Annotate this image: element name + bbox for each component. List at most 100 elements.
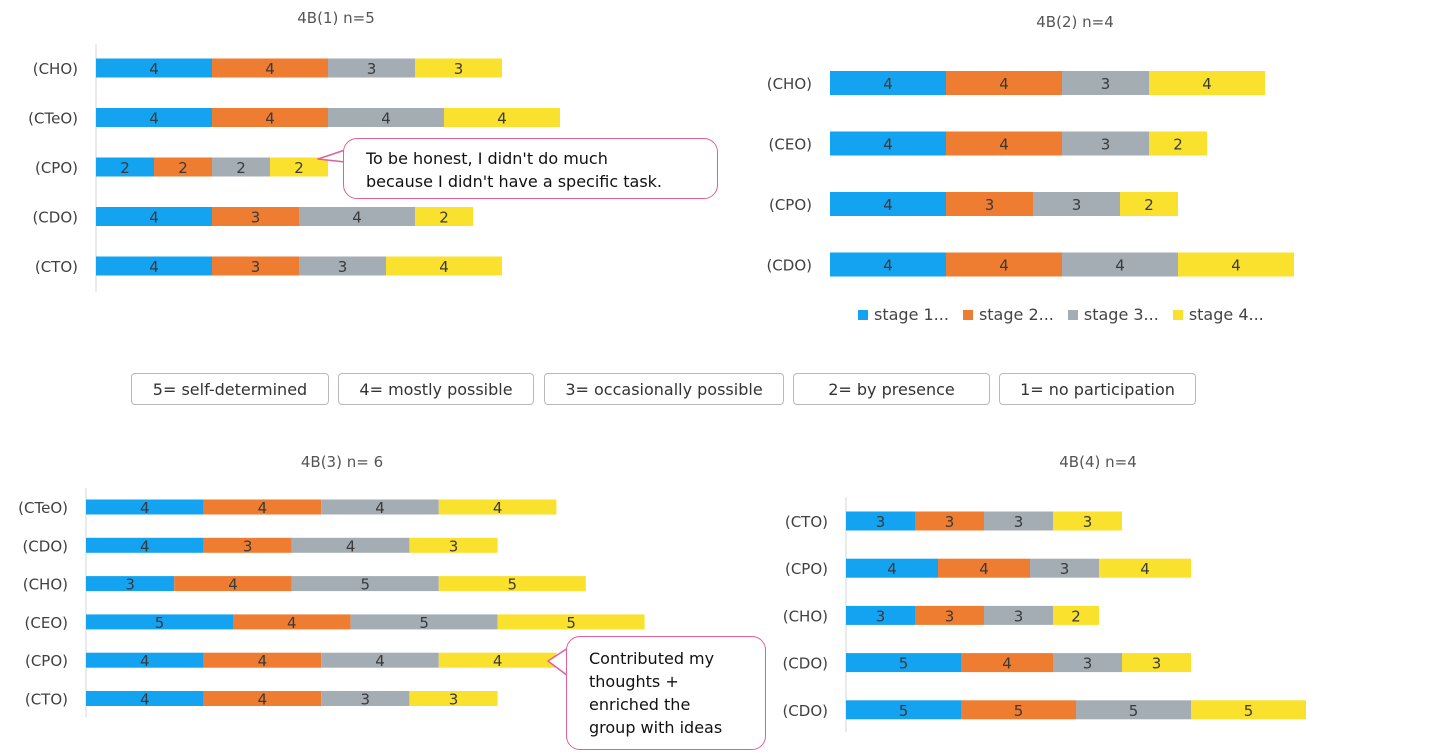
bar-segment-stage-2	[961, 653, 1053, 673]
callout-pointer-4b1	[317, 149, 346, 163]
data-label: 4	[140, 537, 150, 555]
legend-item-stage-3: stage 3...	[1067, 305, 1159, 324]
chart-3: (CTeO) 4 4 4 4 (CDO) 4 3 4 3 (CHO) 3 4 5 5 (CEO) 5 4 5 5 (CP…	[18, 488, 645, 717]
data-label: 4	[1002, 655, 1012, 673]
bar-segment-stage-1	[96, 256, 212, 276]
data-label: 2	[439, 209, 449, 227]
category-label: (CDO)	[782, 702, 828, 720]
data-label: 4	[1140, 560, 1150, 578]
data-label: 4	[999, 75, 1009, 93]
data-label: 3	[1083, 655, 1093, 673]
data-label: 4	[999, 136, 1009, 154]
category-label: (CEO)	[25, 614, 68, 632]
data-label: 4	[149, 60, 159, 78]
data-label: 5	[155, 614, 165, 632]
category-label: (CTeO)	[18, 499, 68, 517]
bar-segment-stage-2	[212, 207, 299, 226]
bar-segment-stage-2	[203, 537, 292, 553]
bar-segment-stage-1	[96, 58, 212, 78]
data-label: 4	[140, 499, 150, 517]
legend-item-stage-4: stage 4...	[1172, 305, 1264, 324]
legend-label-stage-1: stage 1...	[874, 305, 949, 324]
callout-cpo-4b3-line-2: thoughts +	[589, 672, 679, 691]
bar-segment-stage-4	[438, 499, 557, 515]
legend-swatch-stage-2	[962, 309, 973, 320]
bar-segment-stage-1	[86, 537, 204, 553]
bar-segment-stage-4	[497, 614, 645, 630]
callout-cpo-4b1: To be honest, I didn't do much because I…	[343, 138, 718, 199]
data-label: 4	[149, 110, 159, 128]
category-label: (CTO)	[785, 513, 828, 531]
category-label: (CDO)	[766, 257, 812, 275]
chart-2: (CHO) 4 4 3 4 (CEO) 4 4 3 2 (CPO) 4 3 3 2 (CDO) 4 4 4 4	[766, 71, 1294, 277]
bar-segment-stage-2	[203, 652, 322, 668]
bar-segment-stage-4	[1191, 700, 1306, 720]
data-label: 3	[945, 607, 955, 625]
data-label: 2	[120, 159, 130, 177]
data-label: 4	[149, 258, 159, 276]
chart-1: (CHO) 4 4 3 3 (CTeO) 4 4 4 4 (CPO) 2 2 2 2 (CDO) 4 3 4 2 (CT…	[28, 44, 560, 292]
bar-segment-stage-1	[846, 511, 915, 531]
callout-pointer-4b3	[547, 647, 569, 677]
bar-segment-stage-2	[946, 252, 1062, 277]
bar-segment-stage-2	[915, 511, 984, 531]
bar-segment-stage-2	[212, 108, 328, 127]
bar-segment-stage-3	[1062, 131, 1149, 156]
bar-segment-stage-2	[212, 58, 328, 78]
category-label: (CTeO)	[28, 110, 78, 128]
data-label: 3	[125, 576, 135, 594]
bar-segment-stage-1	[86, 614, 233, 630]
data-label: 4	[287, 614, 297, 632]
data-label: 2	[294, 159, 304, 177]
data-label: 4	[493, 499, 503, 517]
category-label: (CDO)	[22, 537, 68, 555]
bar-segment-stage-2	[946, 71, 1062, 95]
legend-item-stage-1: stage 1...	[858, 305, 949, 324]
bar-segment-stage-2	[961, 700, 1076, 720]
data-label: 5	[1129, 702, 1139, 720]
bar-segment-stage-4	[386, 256, 502, 276]
legend-swatch-stage-3	[1067, 309, 1078, 320]
bar-segment-stage-3	[321, 652, 439, 668]
data-label: 2	[178, 159, 188, 177]
data-label: 5	[361, 576, 371, 594]
data-label: 3	[1072, 196, 1082, 214]
bar-segment-stage-1	[96, 207, 212, 226]
data-label: 3	[1083, 513, 1093, 531]
bar-segment-stage-4	[444, 108, 560, 127]
data-label: 4	[1202, 75, 1212, 93]
data-label: 4	[258, 499, 268, 517]
bar-segment-stage-3	[1033, 192, 1120, 216]
bar-segment-stage-4	[1122, 653, 1191, 673]
bar-segment-stage-3	[350, 614, 498, 630]
bar-segment-stage-4	[438, 576, 586, 592]
data-label: 3	[1152, 655, 1162, 673]
data-label: 4	[140, 691, 150, 709]
bar-segment-stage-3	[291, 537, 410, 553]
bar-segment-stage-2	[938, 558, 1030, 578]
data-label: 4	[258, 691, 268, 709]
data-label: 4	[346, 537, 356, 555]
bar-segment-stage-2	[233, 614, 351, 630]
data-label: 3	[338, 258, 348, 276]
bar-segment-stage-4	[270, 157, 328, 177]
bar-segment-stage-3	[984, 511, 1053, 531]
data-label: 3	[945, 513, 955, 531]
data-label: 3	[1060, 560, 1070, 578]
chart-legend: stage 1... stage 2... stage 3... stage 4…	[858, 305, 1264, 324]
bar-segment-stage-3	[1076, 700, 1191, 720]
bar-segment-stage-3	[1053, 653, 1122, 673]
callout-cpo-4b3-line-3: enriched the	[589, 695, 691, 714]
bar-segment-stage-3	[1030, 558, 1099, 578]
data-label: 3	[243, 537, 253, 555]
data-label: 4	[883, 257, 893, 275]
bar-segment-stage-4	[1053, 511, 1122, 531]
bar-segment-stage-4	[438, 652, 557, 668]
category-label: (CEO)	[769, 136, 812, 154]
bar-segment-stage-3	[321, 691, 410, 706]
bar-segment-stage-1	[86, 576, 175, 592]
data-label: 2	[236, 159, 246, 177]
data-label: 3	[449, 537, 459, 555]
data-label: 3	[251, 258, 261, 276]
data-label: 4	[228, 576, 238, 594]
